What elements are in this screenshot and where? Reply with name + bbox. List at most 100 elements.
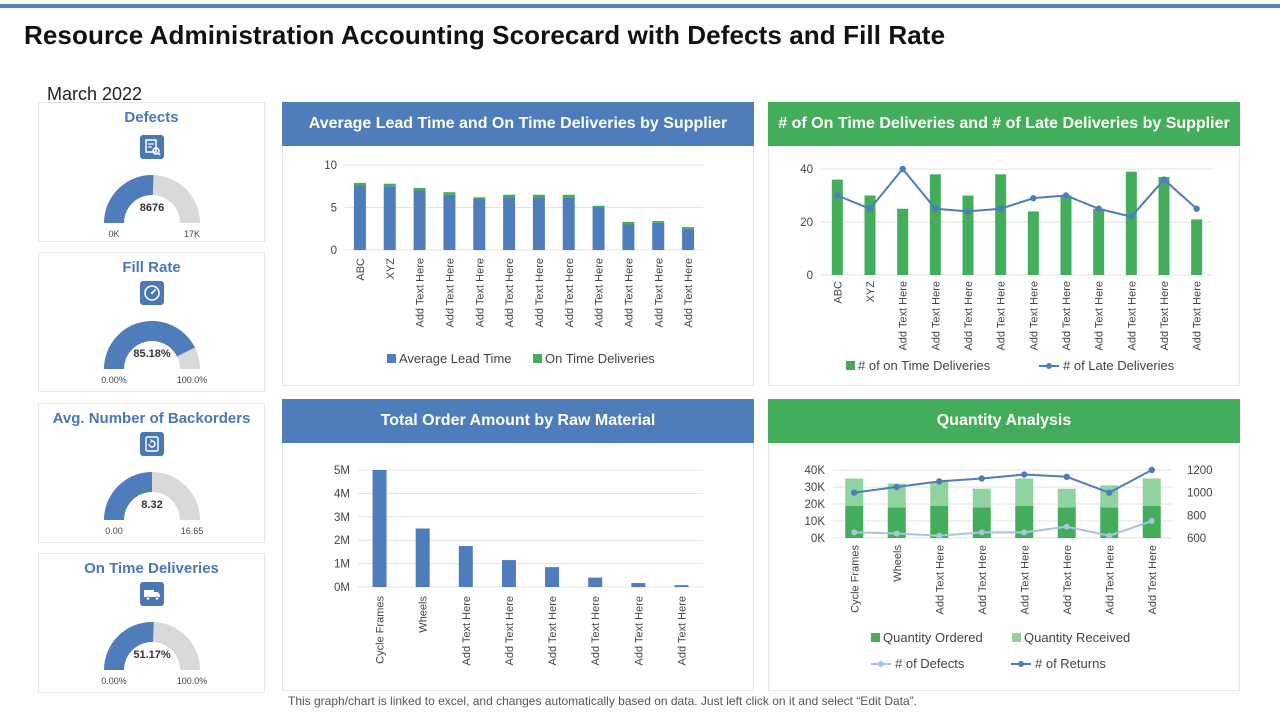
x-tick-label: Add Text Here [1061, 281, 1073, 351]
y-tick-label: 10 [324, 160, 337, 172]
x-tick-label: Add Text Here [1126, 281, 1138, 351]
point-returns [978, 475, 985, 482]
bar-average-lead-time [353, 185, 366, 250]
bar-on-time-deliveries [1191, 219, 1203, 275]
bar-quantity-ordered [1100, 507, 1119, 538]
bar-quantity-ordered [887, 507, 906, 538]
bar-on-time-deliveries [353, 182, 366, 186]
point-late-deliveries [866, 205, 874, 212]
panel-header-order-amount: Total Order Amount by Raw Material [282, 399, 754, 443]
y-tick-label: 20 [800, 217, 813, 229]
bar-average-lead-time [592, 207, 605, 250]
legend-swatch [846, 361, 855, 370]
lead-time-chart[interactable]: 0 5 10 ABC XYZ Add Text Here Add Text Here Add … [283, 146, 755, 386]
y-tick-label: 1M [334, 559, 350, 571]
x-tick-label: Add Text Here [1028, 281, 1040, 351]
x-tick-label: Add Text Here [1159, 281, 1171, 351]
kpi-title: Defects [124, 109, 179, 126]
bar-on-time-deliveries [864, 195, 876, 275]
y-tick-label: 0 [807, 270, 813, 282]
x-tick-label: Add Text Here [590, 596, 602, 666]
x-tick-label: Wheels [892, 545, 904, 582]
deliveries-chart[interactable]: 0 20 40 ABC XYZ Add Text Here Add Text Here Add… [769, 146, 1241, 386]
x-tick-label: Add Text Here [547, 596, 559, 666]
bar-order-amount [501, 560, 516, 587]
bar-on-time-deliveries [473, 197, 486, 199]
top-accent-bar [0, 4, 1280, 8]
order-amount-chart[interactable]: 0M 1M 2M 3M 4M 5M Cycle Frames Wheels Add Text H… [283, 443, 755, 691]
point-late-deliveries [1062, 192, 1070, 199]
bar-average-lead-time [473, 199, 486, 250]
legend-swatch [1012, 633, 1021, 642]
defects-report-icon [140, 135, 164, 159]
bar-on-time-deliveries [622, 221, 635, 225]
bar-average-lead-time [562, 197, 575, 250]
point-defects [1106, 532, 1113, 539]
legend-marker [1018, 661, 1024, 667]
line-returns [854, 469, 1153, 494]
y-tick-label: 20K [805, 499, 826, 511]
x-tick-label: Add Text Here [1104, 545, 1116, 615]
x-tick-label: Add Text Here [504, 258, 516, 328]
y-tick-label: 40K [805, 465, 826, 477]
kpi-card-on-time-deliveries: On Time Deliveries 51.17% 0.00% 100.0% [38, 553, 265, 693]
bar-on-time-deliveries [503, 194, 516, 198]
legend-label: Average Lead Time [399, 351, 512, 366]
x-tick-label: Add Text Here [653, 258, 665, 328]
bar-average-lead-time [413, 190, 426, 250]
kpi-gauge: 8.32 0.00 16.65 [104, 472, 203, 536]
quantity-chart[interactable]: 0K 10K 20K 30K 40K 600 800 1000 1200 Cycle Frames… [769, 443, 1241, 691]
point-late-deliveries [899, 165, 906, 173]
kpi-gauge: 8676 0K 17K [104, 175, 200, 239]
legend-label: On Time Deliveries [545, 351, 655, 366]
bar-on-time-deliveries [682, 227, 695, 229]
x-tick-label: Add Text Here [676, 596, 688, 666]
x-tick-label: Add Text Here [1147, 545, 1159, 615]
bar-order-amount [631, 583, 646, 587]
point-returns [936, 478, 943, 485]
bar-on-time-deliveries [1158, 176, 1170, 275]
delivery-truck-icon [140, 582, 164, 606]
bar-average-lead-time [682, 228, 695, 250]
point-returns [1106, 489, 1113, 496]
bar-quantity-received [887, 483, 906, 508]
bar-average-lead-time [622, 224, 635, 250]
point-returns [1021, 471, 1028, 478]
bar-average-lead-time [443, 194, 456, 250]
bar-on-time-deliveries [592, 205, 605, 208]
bar-on-time-deliveries [831, 179, 843, 275]
bar-order-amount [674, 585, 689, 587]
x-tick-label: Add Text Here [934, 545, 946, 615]
legend-label: # of on Time Deliveries [858, 358, 991, 373]
point-late-deliveries [932, 205, 939, 212]
bar-average-lead-time [503, 197, 516, 250]
bar-quantity-ordered [1057, 507, 1076, 538]
gauge-value: 51.17% [133, 649, 171, 661]
point-defects [1021, 529, 1028, 536]
x-tick-label: Add Text Here [444, 258, 456, 328]
kpi-gauge: 51.17% 0.00% 100.0% [101, 622, 207, 686]
point-returns [851, 489, 858, 496]
x-tick-label: Add Text Here [977, 545, 989, 615]
point-late-deliveries [1128, 213, 1135, 220]
gauge-dial-icon [140, 281, 164, 305]
bar-on-time-deliveries [1125, 171, 1137, 275]
panel-title: Total Order Amount by Raw Material [380, 412, 656, 429]
bar-quantity-received [930, 481, 949, 506]
y-tick-label: 2M [334, 535, 350, 547]
x-tick-label: Add Text Here [930, 281, 942, 351]
y-tick-label: 0K [811, 533, 825, 545]
panel-deliveries: 0 20 40 ABC XYZ Add Text Here Add Text Here Add… [768, 146, 1240, 386]
gauge-min-label: 0.00% [101, 375, 127, 385]
bar-order-amount [415, 528, 430, 587]
y-tick-label: 3M [334, 512, 350, 524]
x-tick-label: Add Text Here [1094, 281, 1106, 351]
page-title: Resource Administration Accounting Score… [24, 20, 946, 50]
legend-swatch [533, 354, 542, 363]
panel-lead-time: 0 5 10 ABC XYZ Add Text Here Add Text Here Add … [282, 146, 754, 386]
kpi-title: Fill Rate [122, 259, 181, 276]
bar-order-amount [588, 577, 603, 587]
gauge-fill [104, 175, 154, 223]
bar-on-time-deliveries [1027, 211, 1039, 275]
gauge-max-label: 17K [184, 229, 200, 239]
